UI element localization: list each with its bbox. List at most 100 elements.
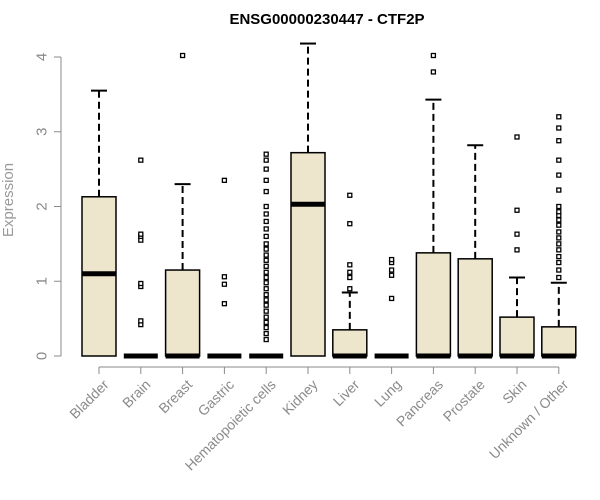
y-tick-label: 2 <box>34 202 51 210</box>
outlier-point <box>556 187 562 193</box>
outlier-point <box>138 318 144 324</box>
outlier-point <box>556 209 562 215</box>
outlier-point <box>430 69 437 75</box>
outlier-point <box>556 217 562 223</box>
outlier-point <box>263 274 269 281</box>
y-axis-label: Expression <box>0 163 17 237</box>
boxes-layer <box>81 42 577 359</box>
outlier-point <box>514 134 520 140</box>
box-group <box>374 256 409 359</box>
box-group <box>249 151 284 359</box>
y-tick-label: 4 <box>34 53 51 61</box>
x-tick-label: Kidney <box>279 376 321 418</box>
outlier-point <box>263 280 269 286</box>
outlier-point <box>263 166 269 172</box>
outlier-point <box>263 257 269 263</box>
outlier-point <box>556 267 562 273</box>
box-rect <box>81 196 117 357</box>
outlier-point <box>514 231 520 237</box>
outlier-point <box>263 188 269 195</box>
box-rect <box>457 258 493 357</box>
outlier-point <box>263 330 269 337</box>
outlier-point <box>388 267 395 273</box>
outlier-point <box>347 221 353 227</box>
outlier-point <box>263 211 269 217</box>
box-group <box>290 42 326 357</box>
outlier-point <box>263 203 269 210</box>
outlier-point <box>221 281 228 287</box>
outlier-point <box>556 253 562 260</box>
outlier-point <box>556 241 562 247</box>
x-tick-label: Breast <box>155 376 195 416</box>
outlier-point <box>263 292 269 298</box>
outlier-point <box>221 177 228 183</box>
y-tick-label: 1 <box>34 277 51 285</box>
outlier-point <box>138 157 144 163</box>
x-tick-label: Brain <box>119 376 153 410</box>
outlier-point <box>556 229 562 235</box>
outlier-point <box>263 319 269 326</box>
outlier-point <box>347 262 353 268</box>
outlier-point <box>263 218 269 225</box>
box-group <box>164 52 201 359</box>
outlier-point <box>556 203 562 210</box>
outlier-point <box>263 233 269 240</box>
box-group <box>81 89 117 357</box>
outlier-point <box>347 286 353 292</box>
outlier-point <box>556 222 562 228</box>
outlier-point <box>138 280 144 287</box>
outlier-point <box>347 274 353 281</box>
outlier-point <box>556 235 562 241</box>
outlier-point <box>179 52 186 59</box>
outlier-point <box>263 157 269 163</box>
outlier-point <box>263 308 269 314</box>
x-tick-label: Liver <box>330 376 363 409</box>
outlier-point <box>388 295 395 302</box>
box-rect <box>332 329 368 357</box>
box-group <box>123 157 158 359</box>
outlier-point <box>556 247 562 253</box>
outlier-point <box>263 302 269 308</box>
box-rect <box>415 252 452 357</box>
outlier-point <box>263 252 269 258</box>
x-tick-label: Prostate <box>440 376 488 424</box>
outlier-point <box>347 269 353 275</box>
chart-title: ENSG00000230447 - CTF2P <box>229 11 424 28</box>
outlier-point <box>263 226 269 232</box>
outlier-point <box>556 114 562 120</box>
outlier-point <box>430 52 437 59</box>
outlier-point <box>138 231 144 237</box>
x-tick-label: Skin <box>499 376 530 407</box>
outlier-point <box>388 256 395 263</box>
outlier-point <box>347 192 353 198</box>
outlier-point <box>263 324 269 331</box>
outlier-point <box>263 286 269 292</box>
outlier-point <box>556 172 562 178</box>
box-rect <box>499 316 535 357</box>
outlier-point <box>263 336 269 343</box>
box-group <box>457 144 493 359</box>
outlier-point <box>388 272 395 278</box>
x-tick-label: Lung <box>371 376 404 409</box>
box-rect <box>164 269 201 357</box>
box-group <box>541 114 577 359</box>
outlier-point <box>263 269 269 275</box>
outlier-point <box>514 247 520 253</box>
outlier-point <box>263 297 269 303</box>
box-group <box>332 192 368 359</box>
outlier-point <box>263 246 269 252</box>
x-tick-label: Bladder <box>66 376 112 422</box>
y-tick-label: 3 <box>34 128 51 136</box>
y-tick-label: 0 <box>34 352 51 360</box>
box-group <box>207 177 242 359</box>
box-group <box>415 52 452 359</box>
outlier-point <box>263 241 269 247</box>
outlier-point <box>263 177 269 183</box>
outlier-point <box>221 301 228 307</box>
box-rect <box>541 326 577 357</box>
outlier-point <box>514 207 520 213</box>
box-group <box>499 134 535 359</box>
box-rect <box>290 151 326 357</box>
